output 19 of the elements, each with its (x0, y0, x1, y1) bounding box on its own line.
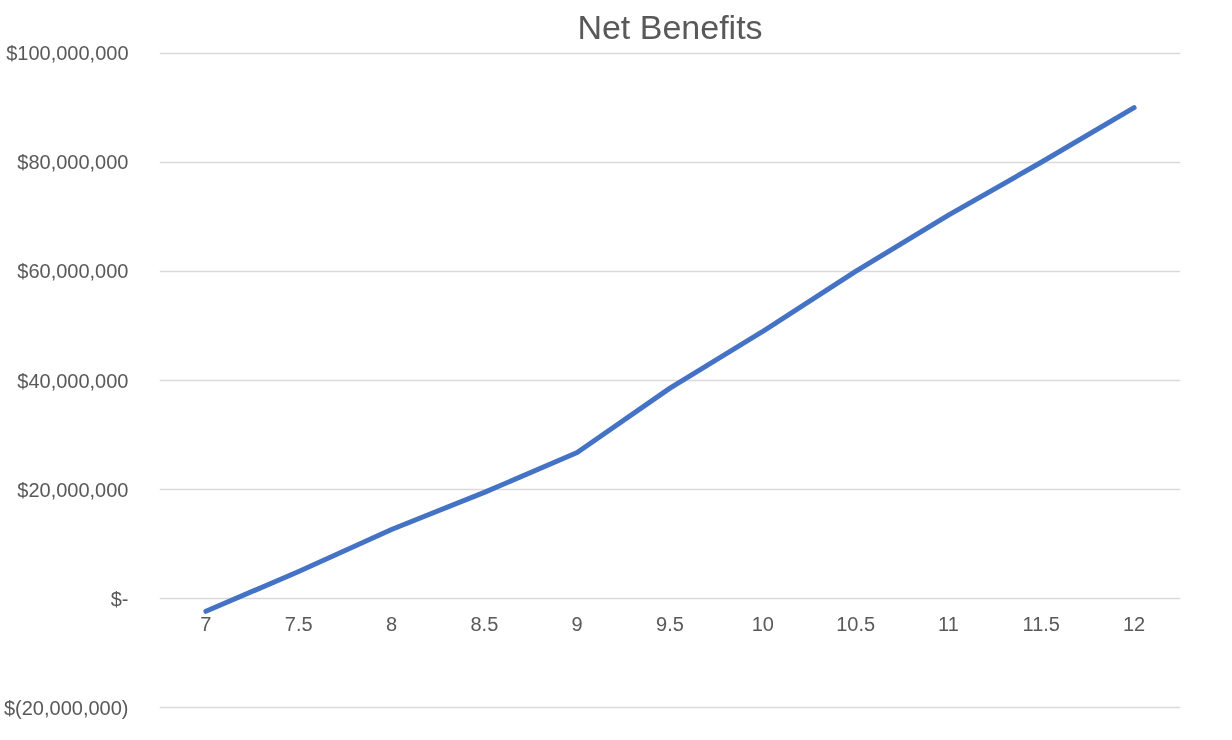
x-tick-label: 8 (385, 612, 398, 635)
x-tick-label: 8.5 (470, 612, 499, 635)
x-tick-label: 7 (200, 612, 212, 635)
x-tick-label: 9 (571, 612, 583, 635)
x-tick-label: 11.5 (1022, 612, 1061, 635)
y-tick-label: $100,000,000 (6, 42, 129, 65)
y-tick-label: $- (110, 587, 129, 610)
y-tick-label: $80,000,000 (17, 151, 129, 174)
y-tick-label: $20,000,000 (17, 478, 129, 501)
x-tick-label: 10.5 (836, 612, 876, 635)
x-tick-label: 12 (1122, 612, 1146, 635)
x-tick-label: 9.5 (656, 612, 684, 635)
chart-title: Net Benefits (577, 7, 763, 46)
y-tick-label: $40,000,000 (17, 369, 129, 392)
y-tick-label: $60,000,000 (17, 260, 129, 283)
x-tick-label: 11 (938, 612, 959, 635)
y-tick-label: $(20,000,000) (3, 696, 129, 719)
x-tick-label: 10 (751, 612, 774, 635)
x-tick-label: 7.5 (284, 612, 313, 635)
